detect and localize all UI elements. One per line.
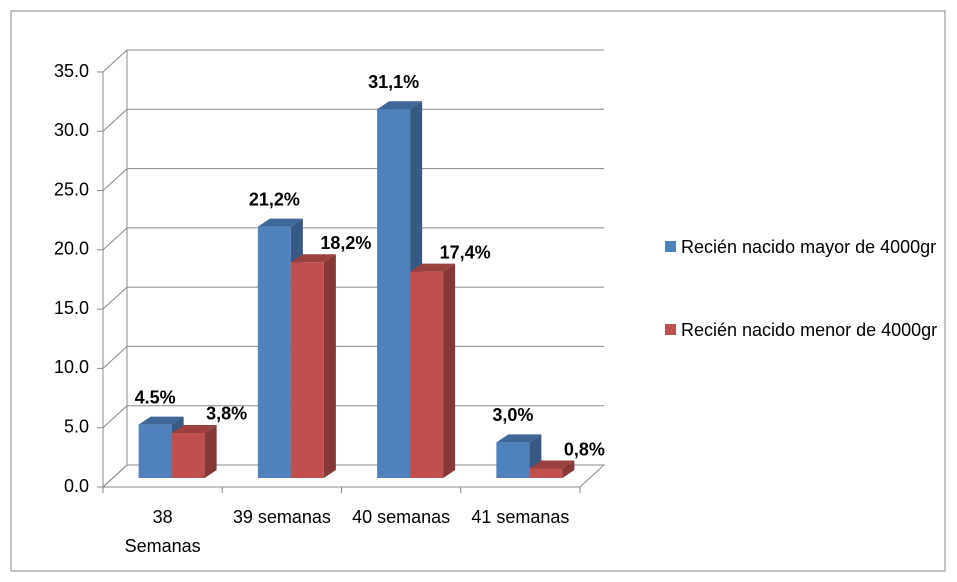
legend-swatch xyxy=(665,241,676,252)
bar-front xyxy=(138,424,172,478)
bar-side xyxy=(562,460,575,478)
y-tick-label: 30.0 xyxy=(54,120,89,140)
y-tick-label: 35.0 xyxy=(54,61,89,81)
bar-front xyxy=(410,271,444,478)
bar-front xyxy=(290,262,324,478)
x-tick-label: 38 Semanas xyxy=(124,507,201,556)
grid-line xyxy=(102,168,604,191)
data-label: 0,8% xyxy=(564,439,605,459)
bar-front xyxy=(496,442,530,478)
bar-top xyxy=(290,254,336,263)
legend-label: Recién nacido menor de 4000gr xyxy=(681,320,938,340)
grid-line xyxy=(102,227,604,251)
bar-front xyxy=(171,432,205,478)
y-tick-label: 10.0 xyxy=(54,357,89,377)
data-label: 18,2% xyxy=(320,233,371,253)
bar-top xyxy=(138,416,184,425)
bar-top xyxy=(377,101,423,110)
bar xyxy=(171,424,217,478)
data-label: 21,2% xyxy=(249,189,300,209)
bar-side xyxy=(323,254,336,478)
y-tick-label: 15.0 xyxy=(54,298,89,318)
bar-front xyxy=(529,468,563,478)
grid-line xyxy=(102,49,604,73)
bar xyxy=(290,254,336,478)
bar-side xyxy=(443,263,456,478)
data-label: 17,4% xyxy=(440,242,491,262)
bar xyxy=(529,460,575,478)
bar-top xyxy=(529,460,575,469)
data-label: 4.5% xyxy=(135,387,176,407)
x-tick-label: 39 semanas xyxy=(232,507,331,527)
x-tick-label: 41 semanas xyxy=(471,507,570,527)
y-tick-label: 5.0 xyxy=(64,416,89,436)
x-tick-label: 40 semanas xyxy=(352,507,451,527)
data-label: 3,8% xyxy=(206,404,247,424)
y-tick-label: 20.0 xyxy=(54,239,89,259)
y-tick-label: 25.0 xyxy=(54,179,89,199)
y-tick-label: 0.0 xyxy=(64,476,89,496)
bar-top xyxy=(257,218,303,227)
bar-top xyxy=(496,434,542,443)
data-label: 3,0% xyxy=(492,405,533,425)
data-label: 31,1% xyxy=(368,72,419,92)
bar-top xyxy=(171,424,217,433)
bar-top xyxy=(410,263,456,272)
grid-line xyxy=(102,108,604,132)
legend-swatch xyxy=(665,324,676,335)
bar xyxy=(410,263,456,478)
legend-label: Recién nacido mayor de 4000gr xyxy=(681,237,937,257)
bar-side xyxy=(204,424,217,478)
bar-front xyxy=(257,226,291,478)
bar-front xyxy=(377,109,411,478)
